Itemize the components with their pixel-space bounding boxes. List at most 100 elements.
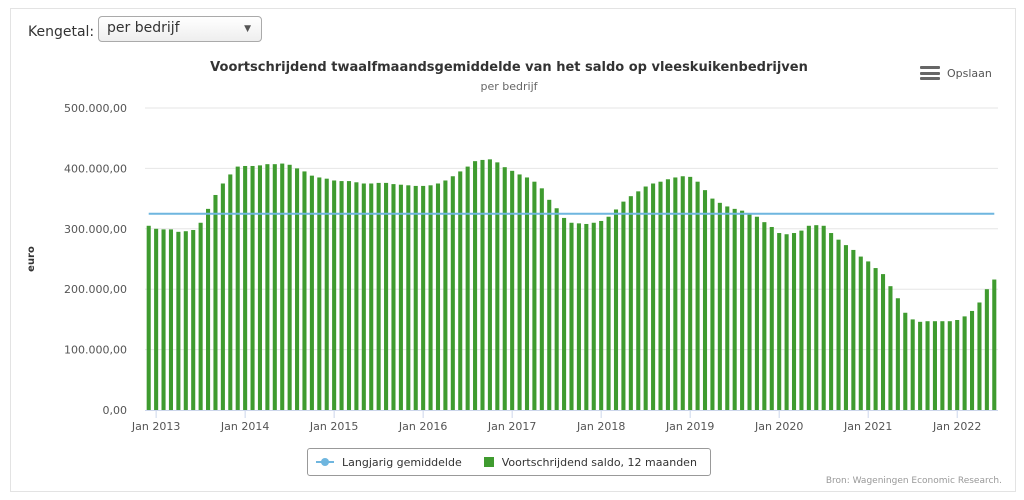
bar[interactable] (154, 228, 159, 410)
bar[interactable] (806, 225, 811, 410)
bar[interactable] (435, 183, 441, 411)
bar[interactable] (643, 186, 648, 410)
bar[interactable] (413, 185, 418, 410)
bar[interactable] (198, 222, 203, 410)
bar[interactable] (576, 223, 581, 410)
bar[interactable] (851, 249, 856, 410)
bar[interactable] (777, 233, 782, 410)
bar[interactable] (265, 164, 270, 410)
bar[interactable] (524, 177, 530, 410)
bar[interactable] (450, 176, 455, 410)
bar[interactable] (547, 199, 552, 410)
bar[interactable] (398, 184, 403, 410)
bar[interactable] (895, 298, 900, 410)
bar[interactable] (599, 220, 604, 410)
bar[interactable] (487, 159, 492, 410)
bar[interactable] (458, 171, 463, 410)
bar[interactable] (480, 159, 485, 410)
bar[interactable] (680, 176, 685, 410)
bar[interactable] (925, 321, 930, 410)
bar[interactable] (769, 226, 774, 410)
bar[interactable] (910, 319, 915, 410)
bar[interactable] (710, 198, 715, 410)
bar[interactable] (628, 196, 633, 410)
bar[interactable] (799, 230, 804, 410)
bar[interactable] (161, 229, 166, 410)
bar[interactable] (421, 185, 426, 410)
bar[interactable] (888, 286, 893, 410)
bar[interactable] (992, 279, 997, 410)
bar[interactable] (428, 185, 433, 410)
bar[interactable] (250, 165, 255, 410)
bar[interactable] (688, 176, 693, 410)
bar[interactable] (317, 177, 322, 410)
bar[interactable] (280, 163, 285, 410)
bar[interactable] (740, 210, 745, 410)
bar[interactable] (473, 161, 478, 410)
bar[interactable] (858, 256, 863, 410)
kengetal-select[interactable]: per bedrijf ▼ (98, 16, 262, 42)
bar[interactable] (532, 181, 537, 410)
bar[interactable] (332, 180, 337, 410)
bar[interactable] (324, 178, 329, 410)
bar[interactable] (843, 245, 848, 410)
bar[interactable] (962, 316, 967, 410)
bar[interactable] (569, 222, 574, 410)
bar[interactable] (369, 183, 374, 411)
bar[interactable] (754, 216, 759, 410)
bar[interactable] (695, 181, 700, 410)
bar[interactable] (970, 310, 975, 410)
bar[interactable] (866, 261, 871, 410)
bar[interactable] (302, 171, 307, 410)
bar[interactable] (183, 231, 188, 410)
export-button[interactable]: Opslaan (920, 64, 992, 82)
bar[interactable] (606, 216, 611, 410)
bar[interactable] (791, 233, 797, 410)
bar[interactable] (747, 213, 752, 410)
bar[interactable] (235, 166, 240, 410)
bar[interactable] (213, 194, 218, 410)
bar[interactable] (406, 185, 411, 410)
bar[interactable] (228, 174, 233, 410)
bar[interactable] (932, 321, 937, 410)
bar[interactable] (814, 225, 819, 410)
bar[interactable] (762, 222, 767, 410)
legend-item-langjarig-gemiddelde[interactable]: Langjarig gemiddelde (316, 456, 462, 469)
bar[interactable] (554, 208, 559, 410)
bar[interactable] (272, 164, 277, 410)
bar[interactable] (295, 168, 300, 410)
bar[interactable] (977, 302, 982, 410)
bar[interactable] (984, 289, 989, 410)
bar[interactable] (220, 183, 225, 411)
bar[interactable] (361, 183, 366, 411)
bar[interactable] (495, 162, 500, 410)
bar[interactable] (613, 209, 619, 410)
bar[interactable] (391, 184, 396, 410)
bar[interactable] (206, 208, 211, 410)
bar[interactable] (725, 206, 730, 410)
bar[interactable] (940, 321, 945, 410)
bar[interactable] (702, 190, 708, 410)
bar[interactable] (346, 181, 352, 410)
bar[interactable] (665, 179, 670, 410)
bar[interactable] (918, 321, 923, 410)
bar[interactable] (517, 174, 522, 410)
bar[interactable] (339, 181, 344, 410)
bar[interactable] (651, 183, 656, 411)
bar[interactable] (562, 217, 567, 410)
bar[interactable] (584, 223, 589, 410)
bar[interactable] (658, 181, 663, 410)
bar[interactable] (621, 201, 626, 410)
bar[interactable] (510, 170, 515, 410)
bar[interactable] (376, 182, 381, 410)
bar[interactable] (465, 166, 470, 410)
bar[interactable] (257, 165, 263, 410)
bar[interactable] (502, 167, 507, 410)
bar[interactable] (287, 164, 292, 410)
bar[interactable] (539, 188, 544, 410)
bar[interactable] (836, 239, 841, 410)
bar[interactable] (829, 233, 834, 410)
bar[interactable] (880, 274, 886, 410)
bar[interactable] (146, 225, 151, 410)
bar[interactable] (384, 182, 389, 410)
